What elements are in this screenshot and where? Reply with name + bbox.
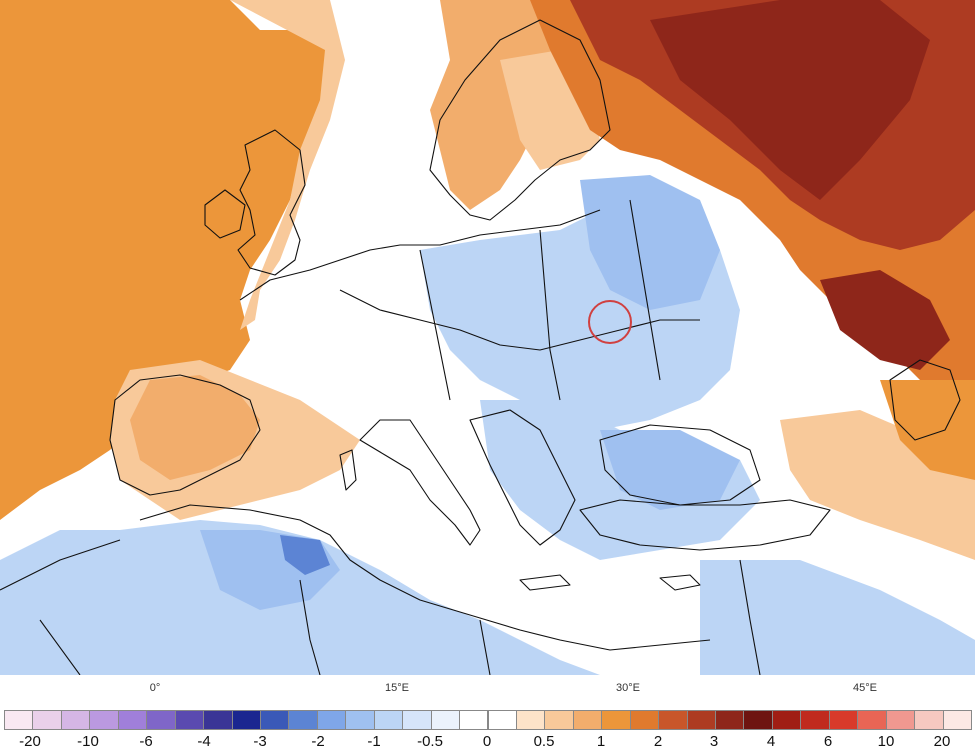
colorbar-swatch [373, 710, 404, 730]
colorbar: -20 -10 -6 -4 -3 -2 -1 -0.5 0 0.5 1 2 3 4 6 10 20 [0, 707, 975, 750]
colorbar-label: 1 [596, 733, 606, 750]
colorbar-label: -10 [77, 733, 99, 750]
colorbar-swatch [857, 710, 887, 730]
colorbar-swatch [572, 710, 603, 730]
colorbar-swatch [629, 710, 660, 730]
colorbar-label: 2 [653, 733, 663, 750]
colorbar-swatch [686, 710, 717, 730]
colorbar-label: -20 [19, 733, 41, 750]
colorbar-swatch [117, 710, 148, 730]
colorbar-swatch [203, 710, 233, 730]
colorbar-swatch [146, 710, 176, 730]
colorbar-swatch [174, 710, 205, 730]
colorbar-swatch [345, 710, 375, 730]
colorbar-swatch [402, 710, 432, 730]
lon-label-45e: 45°E [853, 682, 877, 694]
colorbar-label: -0.5 [417, 733, 443, 750]
colorbar-swatch [32, 710, 62, 730]
lon-label-15e: 15°E [385, 682, 409, 694]
colorbar-label: -6 [139, 733, 153, 750]
anomaly-map [0, 0, 975, 675]
cold-region-blacksea [600, 430, 740, 510]
colorbar-swatch [885, 710, 916, 730]
colorbar-swatch [316, 710, 347, 730]
colorbar-swatch [601, 710, 631, 730]
colorbar-swatch [60, 710, 91, 730]
cold-region-tunisia-core [280, 535, 330, 575]
lon-label-30e: 30°E [616, 682, 640, 694]
colorbar-swatch [914, 710, 944, 730]
colorbar-label: -1 [367, 733, 381, 750]
colorbar-swatch [89, 710, 119, 730]
colorbar-swatch [828, 710, 859, 730]
colorbar-label: 6 [823, 733, 833, 750]
colorbar-swatch [231, 710, 261, 730]
colorbar-swatch [459, 710, 489, 730]
colorbar-swatch [743, 710, 773, 730]
map-canvas [0, 0, 975, 675]
colorbar-swatch [800, 710, 830, 730]
coastlines [0, 19, 961, 675]
cold-region-east-med [700, 560, 975, 675]
colorbar-swatch [942, 710, 972, 730]
colorbar-label: 0.5 [533, 733, 555, 750]
warm-region-atlantic-light [230, 0, 345, 330]
warm-region-atlantic [0, 0, 335, 520]
colorbar-swatch [771, 710, 802, 730]
colorbar-label: 20 [933, 733, 951, 750]
colorbar-swatch [715, 710, 745, 730]
warm-region-iberia-core [130, 375, 260, 480]
colorbar-label: 10 [877, 733, 895, 750]
lon-label-0: 0° [149, 682, 161, 694]
colorbar-swatch [487, 710, 517, 730]
colorbar-label: -4 [197, 733, 211, 750]
warm-region-russia-core [650, 0, 930, 200]
colorbar-swatch [430, 710, 461, 730]
colorbar-label: 4 [766, 733, 776, 750]
colorbar-swatch [515, 710, 546, 730]
colorbar-swatch [658, 710, 688, 730]
colorbar-swatch [4, 710, 34, 730]
colorbar-label: -2 [311, 733, 325, 750]
warm-region-caucasus [820, 270, 950, 370]
warm-region-mideast [880, 380, 975, 480]
warm-region-scandinavia [430, 0, 580, 210]
colorbar-label: -3 [253, 733, 267, 750]
highlight-marker [588, 300, 632, 344]
colorbar-swatch [259, 710, 290, 730]
colorbar-swatch [544, 710, 574, 730]
colorbar-swatch [288, 710, 318, 730]
colorbar-label: 3 [709, 733, 719, 750]
colorbar-label: 0 [482, 733, 492, 750]
cold-region-ukraine [580, 175, 720, 310]
